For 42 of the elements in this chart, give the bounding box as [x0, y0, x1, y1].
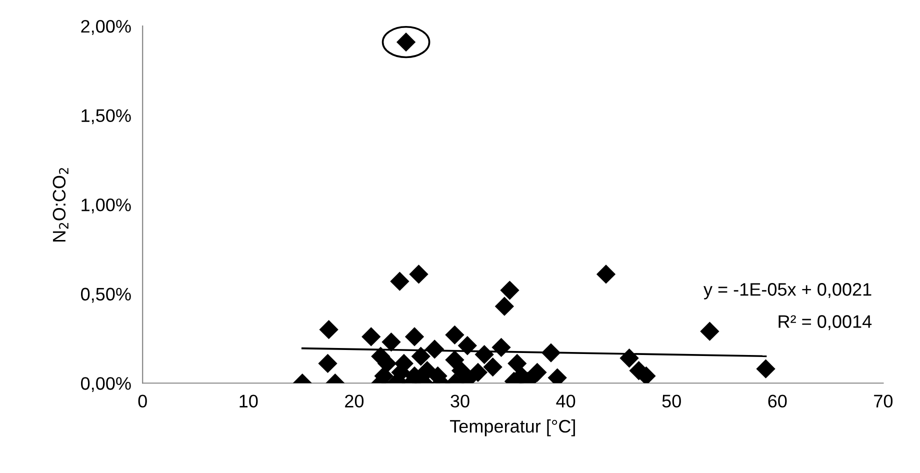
point — [596, 264, 616, 284]
point — [382, 332, 401, 352]
point — [409, 264, 428, 284]
y-tick-label: 1,00% — [82, 198, 131, 214]
point — [528, 362, 547, 382]
point — [445, 350, 464, 370]
y-tick-label: 2,00% — [81, 20, 131, 35]
x-tick-label: 40 — [556, 394, 576, 408]
y-tick-label: 0,00% — [81, 377, 131, 392]
point — [756, 359, 776, 378]
x-tick-label: 30 — [450, 394, 470, 408]
point — [318, 354, 338, 374]
point — [319, 320, 338, 340]
y-axis-title: N$_{2}$O:CO$_{2}$ — [52, 168, 68, 242]
point — [458, 336, 477, 356]
point — [541, 343, 561, 362]
x-tick-label: 60 — [768, 394, 787, 408]
x-tick-label: 0 — [138, 394, 147, 408]
point — [362, 327, 381, 346]
point — [620, 348, 639, 368]
point — [390, 272, 410, 291]
x-tick-label: 50 — [662, 394, 681, 408]
point — [474, 344, 494, 364]
point — [500, 280, 520, 300]
x-axis-title: Temperatur [°C] — [450, 419, 575, 436]
x-tick-label: 20 — [345, 394, 364, 408]
x-tick-label: 10 — [240, 394, 258, 408]
point — [700, 322, 720, 341]
point — [445, 325, 464, 344]
point — [411, 346, 430, 366]
y-tick-label: 0,50% — [81, 288, 131, 303]
annotation: R² = 0,0014 — [778, 315, 872, 330]
point — [508, 354, 527, 374]
point — [492, 338, 511, 357]
annotation: y = -1E-05x + 0,0021 — [704, 283, 872, 300]
point — [425, 340, 444, 359]
point — [494, 296, 514, 316]
x-tick-label: 70 — [874, 394, 893, 408]
point — [468, 362, 488, 382]
y-tick-label: 1,50% — [82, 109, 131, 124]
point — [404, 327, 424, 346]
point — [483, 357, 502, 377]
